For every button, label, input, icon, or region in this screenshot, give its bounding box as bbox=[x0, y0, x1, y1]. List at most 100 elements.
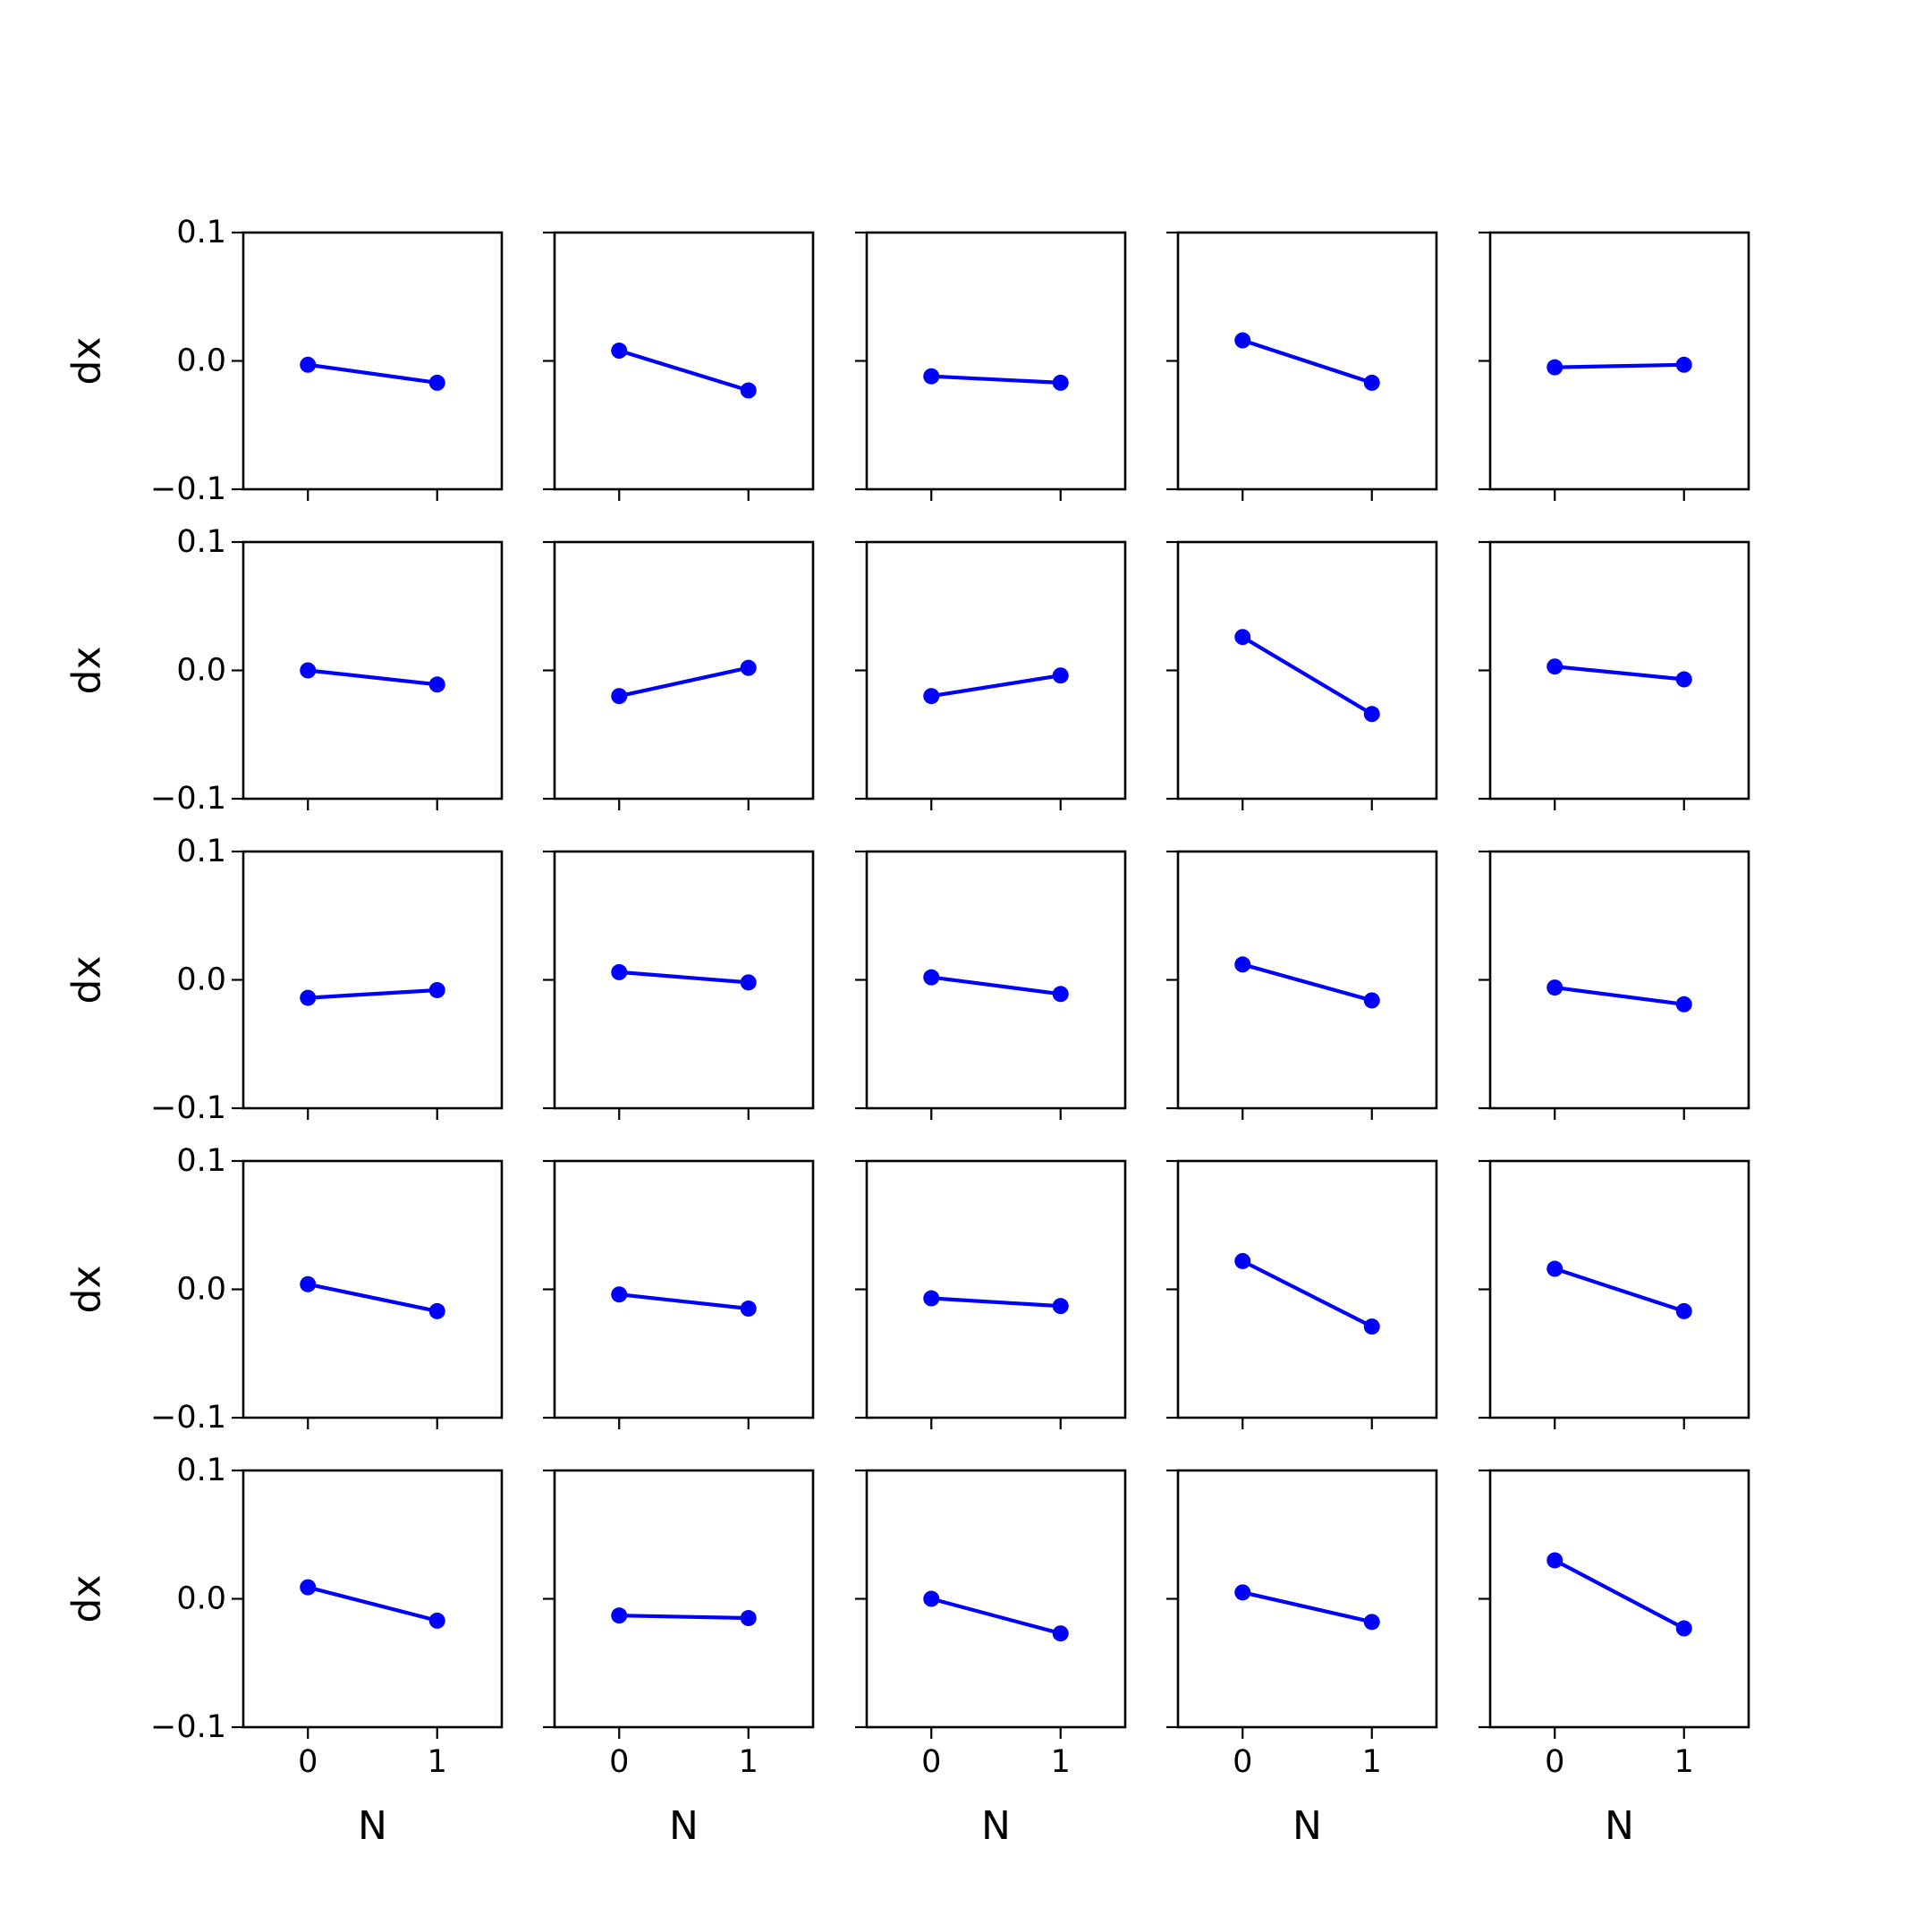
data-point bbox=[428, 981, 445, 998]
data-point bbox=[923, 1590, 940, 1607]
y-axis-label: dx bbox=[64, 337, 110, 386]
data-point bbox=[1546, 1552, 1563, 1569]
x-tick-label: 0 bbox=[1233, 1744, 1252, 1780]
y-tick-label: 0.0 bbox=[176, 653, 226, 689]
subplot-r1-c2 bbox=[543, 231, 815, 501]
data-point bbox=[428, 1302, 445, 1319]
subplot-r2-c3 bbox=[855, 540, 1127, 810]
data-point bbox=[1546, 658, 1563, 675]
y-axis-label: dx bbox=[64, 956, 110, 1004]
x-axis-label: N bbox=[1605, 1803, 1634, 1849]
subplot-r3-c2 bbox=[543, 850, 815, 1120]
series-line bbox=[1554, 1267, 1685, 1313]
subplot-r4-c1: 0.1 0.0 −0.1 dx bbox=[64, 1143, 504, 1436]
data-point bbox=[1052, 374, 1069, 391]
series-line bbox=[1241, 1590, 1373, 1624]
x-tick-label: 1 bbox=[739, 1744, 758, 1780]
data-point bbox=[1675, 671, 1692, 688]
subplot-r5-c2: 0 1 N bbox=[543, 1469, 815, 1849]
y-axis-label: dx bbox=[64, 647, 110, 695]
subplot-r4-c3 bbox=[855, 1159, 1127, 1429]
y-tick-label: 0.1 bbox=[176, 215, 226, 250]
series-line bbox=[618, 665, 750, 699]
series-line bbox=[1241, 1259, 1373, 1328]
x-tick-label: 0 bbox=[298, 1744, 318, 1780]
x-axis-label: N bbox=[358, 1803, 387, 1849]
y-tick-label: 0.0 bbox=[176, 343, 226, 379]
subplot-r1-c3 bbox=[855, 231, 1127, 501]
x-tick-label: 1 bbox=[1362, 1744, 1382, 1780]
series-line bbox=[931, 975, 1062, 996]
data-point bbox=[611, 1607, 628, 1624]
series-line bbox=[619, 1292, 750, 1311]
data-point bbox=[611, 1286, 628, 1303]
x-tick-label: 0 bbox=[921, 1744, 941, 1780]
series-line bbox=[308, 668, 438, 687]
x-tick-label: 1 bbox=[1674, 1744, 1694, 1780]
y-tick-label: −0.1 bbox=[150, 471, 226, 507]
data-point bbox=[1234, 1584, 1251, 1601]
data-point bbox=[428, 1612, 445, 1629]
y-axis-label: dx bbox=[64, 1266, 110, 1314]
series-line bbox=[1555, 362, 1684, 369]
data-point bbox=[300, 356, 317, 373]
x-axis-label: N bbox=[1292, 1803, 1322, 1849]
data-point bbox=[300, 989, 317, 1006]
x-tick-label: 0 bbox=[1545, 1744, 1564, 1780]
data-point bbox=[428, 676, 445, 693]
y-tick-label: 0.1 bbox=[176, 834, 226, 869]
data-point bbox=[923, 688, 940, 705]
subplot-r2-c5 bbox=[1479, 540, 1750, 810]
data-point bbox=[1675, 1620, 1692, 1637]
subplot-r3-c4 bbox=[1166, 850, 1438, 1120]
subplot-r2-c1: 0.1 0.0 −0.1 dx bbox=[64, 524, 504, 817]
series-line bbox=[930, 1597, 1062, 1636]
subplot-r2-c2 bbox=[543, 540, 815, 810]
x-tick-label: 1 bbox=[428, 1744, 447, 1780]
data-point bbox=[923, 1290, 940, 1307]
subplot-r3-c3 bbox=[855, 850, 1127, 1120]
data-point bbox=[300, 1579, 317, 1596]
subplot-r5-c3: 0 1 N bbox=[855, 1469, 1127, 1849]
data-point bbox=[1052, 986, 1069, 1003]
series-line bbox=[307, 1282, 438, 1313]
series-line bbox=[618, 348, 750, 393]
data-point bbox=[1234, 629, 1251, 646]
data-point bbox=[1363, 1614, 1380, 1631]
y-tick-label: 0.0 bbox=[176, 962, 226, 998]
y-tick-label: −0.1 bbox=[150, 1090, 226, 1126]
data-point bbox=[1675, 996, 1692, 1013]
data-point bbox=[300, 662, 317, 679]
y-tick-label: 0.0 bbox=[176, 1581, 226, 1617]
series-line bbox=[308, 987, 437, 1000]
data-point bbox=[1546, 979, 1563, 996]
data-point bbox=[740, 1301, 757, 1318]
data-point bbox=[740, 1610, 757, 1627]
subplot-r5-c5: 0 1 N bbox=[1479, 1469, 1750, 1849]
x-axis-label: N bbox=[981, 1803, 1011, 1849]
y-tick-label: −0.1 bbox=[150, 781, 226, 817]
data-point bbox=[1234, 1252, 1251, 1269]
data-point bbox=[1363, 706, 1380, 723]
data-point bbox=[611, 688, 628, 705]
data-point bbox=[1234, 332, 1251, 349]
subplot-r2-c4 bbox=[1166, 540, 1438, 810]
data-point bbox=[1363, 992, 1380, 1009]
series-line bbox=[619, 1614, 749, 1621]
data-point bbox=[611, 343, 628, 360]
data-point bbox=[611, 963, 628, 980]
series-line bbox=[1241, 635, 1373, 716]
data-point bbox=[1546, 1260, 1563, 1277]
x-axis-label: N bbox=[669, 1803, 699, 1849]
series-line bbox=[619, 970, 749, 985]
subplot-r1-c1: 0.1 0.0 −0.1 dx bbox=[64, 215, 504, 507]
data-point bbox=[428, 374, 445, 391]
series-line bbox=[930, 674, 1062, 699]
y-tick-label: 0.1 bbox=[176, 524, 226, 560]
subplot-r4-c4 bbox=[1166, 1159, 1438, 1429]
data-point bbox=[1234, 956, 1251, 973]
series-line bbox=[1241, 962, 1373, 1003]
series-line bbox=[1555, 665, 1685, 682]
